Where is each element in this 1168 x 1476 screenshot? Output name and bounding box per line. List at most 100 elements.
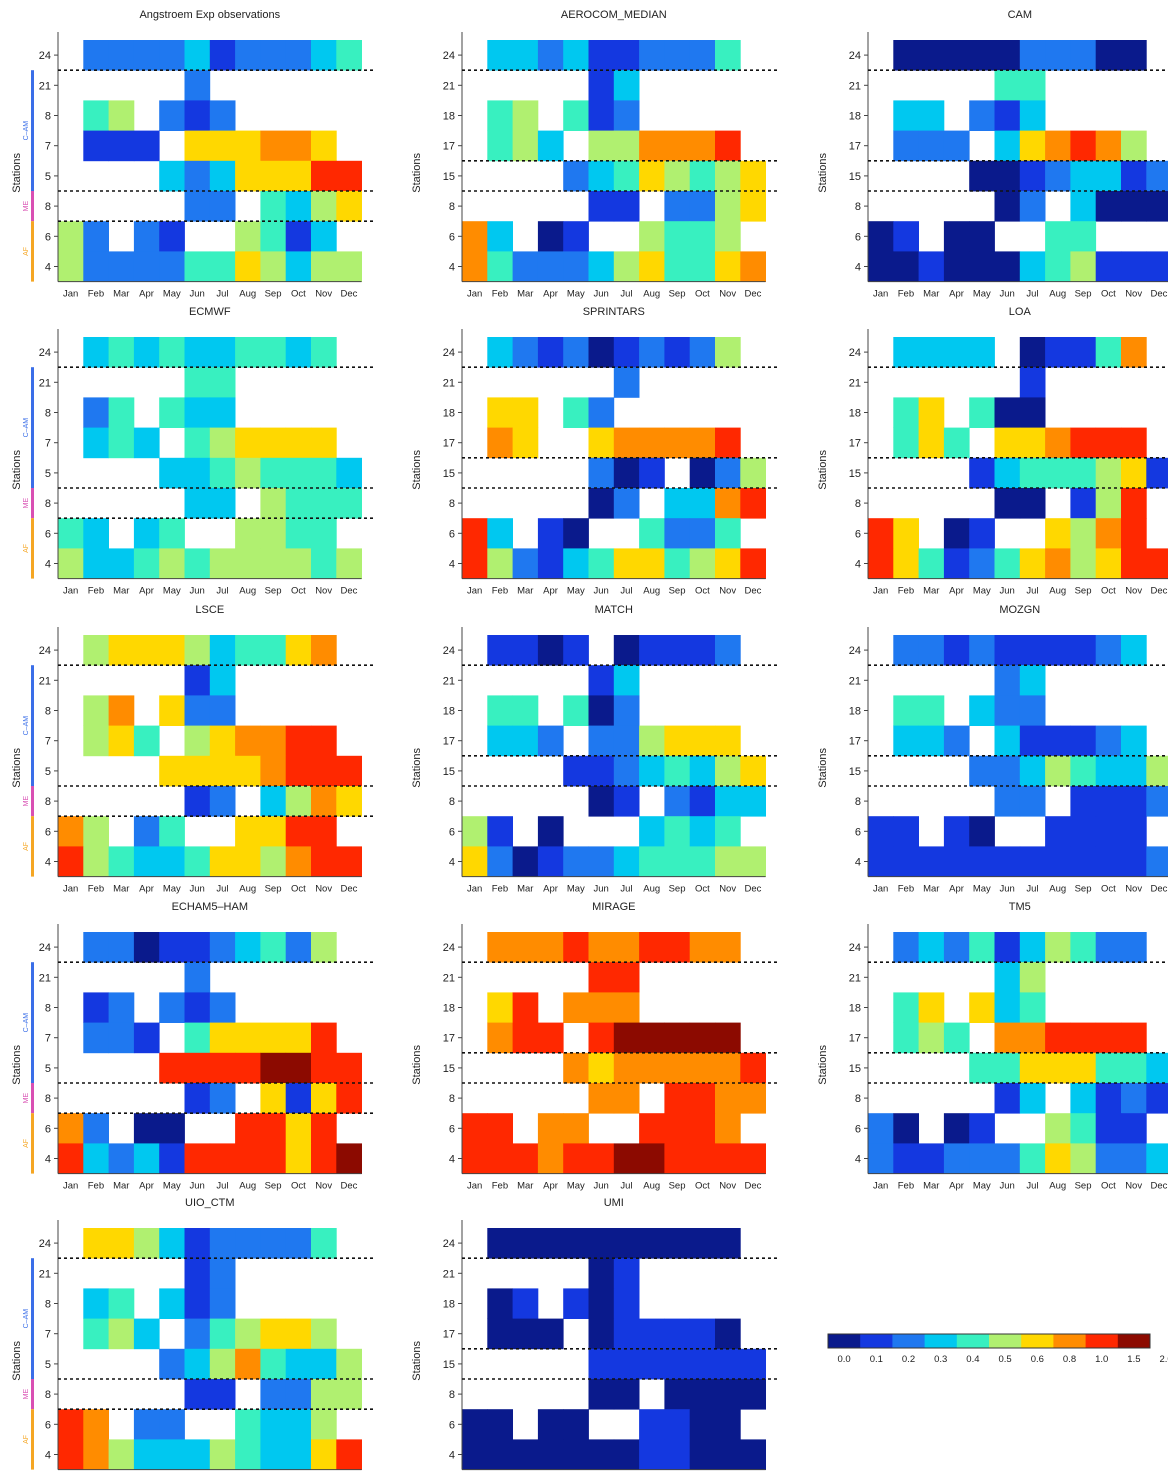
heatmap-cell xyxy=(613,1348,640,1380)
heatmap-cell xyxy=(715,337,741,368)
heatmap-cell xyxy=(311,427,337,459)
heatmap-cell xyxy=(918,992,945,1023)
heatmap-cell xyxy=(1070,337,1097,368)
x-tick-label: May xyxy=(567,1181,585,1192)
y-tick-label: 17 xyxy=(443,1033,455,1045)
heatmap-cell xyxy=(487,518,513,549)
heatmap-cell xyxy=(184,548,211,579)
y-tick-label: 24 xyxy=(443,1238,455,1250)
heatmap-cell xyxy=(108,1439,135,1470)
y-tick-label: 21 xyxy=(39,1268,51,1280)
heatmap-cell xyxy=(1070,1083,1097,1114)
x-tick-label: Jul xyxy=(1026,884,1038,895)
x-tick-label: Oct xyxy=(291,884,306,895)
heatmap-cell xyxy=(159,1228,185,1259)
heatmap-cell xyxy=(83,337,109,368)
heatmap-cell xyxy=(1045,160,1071,192)
heatmap-cell xyxy=(462,548,488,579)
y-tick-label: 8 xyxy=(449,1389,455,1401)
x-tick-label: May xyxy=(973,1181,991,1192)
region-label: AF xyxy=(23,247,30,256)
heatmap-cell xyxy=(563,337,589,368)
heatmap-cell xyxy=(689,1439,716,1470)
x-tick-label: Nov xyxy=(315,1181,332,1192)
panel-title: AEROCOM_MEDIAN xyxy=(561,9,667,21)
y-tick-label: 24 xyxy=(849,645,861,657)
x-tick-label: Aug xyxy=(239,1181,256,1192)
heatmap-cell xyxy=(1146,251,1168,282)
x-tick-label: Apr xyxy=(543,884,558,895)
heatmap-cell xyxy=(613,1228,640,1259)
heatmap-cell xyxy=(1095,846,1122,877)
heatmap-cell xyxy=(893,130,919,162)
heatmap-cell xyxy=(512,130,539,162)
y-axis-label: Stations xyxy=(411,450,423,490)
y-tick-label: 15 xyxy=(849,766,861,778)
heatmap-cell xyxy=(209,130,236,162)
heatmap-cell xyxy=(83,1143,109,1174)
heatmap-cell xyxy=(285,725,312,757)
y-tick-label: 5 xyxy=(45,1359,51,1371)
heatmap-cell xyxy=(639,725,665,757)
heatmap-cell xyxy=(1146,846,1168,877)
heatmap-cell xyxy=(740,191,766,222)
heatmap-cell xyxy=(285,1348,312,1380)
heatmap-cell xyxy=(664,40,691,71)
heatmap-cell xyxy=(184,488,211,519)
heatmap-cell xyxy=(537,1318,564,1350)
heatmap-cell xyxy=(664,932,691,963)
heatmap-cell xyxy=(1095,1083,1122,1114)
colorbar-tick-label: 1.5 xyxy=(1127,1354,1140,1365)
heatmap-cell xyxy=(918,635,945,666)
heatmap-cell xyxy=(285,1083,312,1114)
heatmap-cell xyxy=(588,1143,615,1174)
heatmap-cell xyxy=(311,1379,337,1410)
heatmap-cell xyxy=(740,1052,766,1084)
heatmap-cell xyxy=(664,725,691,757)
heatmap-cell xyxy=(1045,221,1071,252)
y-axis-label: Stations xyxy=(11,1341,23,1381)
heatmap-cell xyxy=(1019,427,1046,459)
heatmap-cell xyxy=(235,1348,261,1380)
heatmap-cell xyxy=(994,932,1021,963)
heatmap-cell xyxy=(969,337,995,368)
heatmap-cell xyxy=(512,1288,539,1319)
heatmap-cell xyxy=(512,932,539,963)
heatmap-cell xyxy=(209,1052,236,1084)
heatmap-cell xyxy=(58,221,84,252)
heatmap-cell xyxy=(1095,725,1122,757)
heatmap-cell xyxy=(613,488,640,519)
heatmap-cell xyxy=(664,1318,691,1350)
x-tick-label: Sep xyxy=(1075,586,1092,597)
heatmap-cell xyxy=(994,1083,1021,1114)
heatmap-cell xyxy=(108,1143,135,1174)
heatmap-cell xyxy=(537,548,564,579)
heatmap-cell xyxy=(235,755,261,787)
heatmap-cell xyxy=(689,488,716,519)
x-tick-label: Jan xyxy=(873,884,888,895)
heatmap-cell xyxy=(893,221,919,252)
heatmap-cell xyxy=(918,427,945,459)
heatmap-cell xyxy=(260,191,287,222)
heatmap-cell xyxy=(83,40,109,71)
x-tick-label: Feb xyxy=(88,884,104,895)
heatmap-cell xyxy=(563,40,589,71)
heatmap-cell xyxy=(336,786,362,817)
y-tick-label: 21 xyxy=(443,80,455,92)
x-tick-label: Dec xyxy=(1150,884,1167,895)
x-tick-label: Jan xyxy=(63,884,78,895)
colorbar-swatch xyxy=(892,1334,925,1348)
y-tick-label: 6 xyxy=(45,528,51,540)
heatmap-cell xyxy=(1095,786,1122,817)
heatmap-cell xyxy=(639,518,665,549)
heatmap-cell xyxy=(285,1228,312,1259)
panel-title: UIO_CTM xyxy=(185,1197,235,1209)
region-bar xyxy=(31,665,34,786)
heatmap-cell xyxy=(336,846,362,877)
heatmap-cell xyxy=(83,130,109,162)
region-label: ME xyxy=(23,1093,30,1104)
x-tick-label: Dec xyxy=(744,289,761,300)
heatmap-cell xyxy=(639,337,665,368)
heatmap-cell xyxy=(994,251,1021,282)
heatmap-cell xyxy=(994,786,1021,817)
